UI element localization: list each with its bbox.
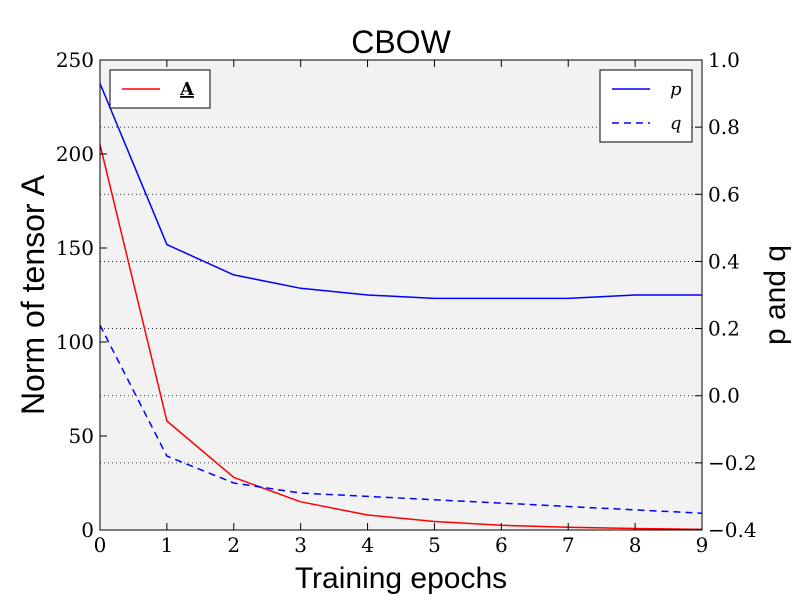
x-tick-label: 6 (495, 533, 508, 557)
y-left-tick-label: 250 (56, 48, 94, 72)
ticks-layer: 0 1 2 3 4 5 6 7 8 9 0 50 100 150 200 250 −0.4 −0.2 0.0 0.2 0… (56, 48, 757, 557)
legend-right-box (599, 69, 693, 143)
series-layer (99, 83, 703, 531)
y-right-tick-label: 0.4 (708, 249, 740, 273)
y-left-tick-label: 0 (81, 518, 94, 542)
chart-title: CBOW (351, 24, 451, 60)
y-right-tick-label: 0.8 (708, 115, 740, 139)
y-axis-right-label: p and q (759, 245, 792, 345)
x-axis-label: Training epochs (295, 562, 507, 595)
y-right-tick-label: 0.6 (708, 182, 740, 206)
grid-lines (100, 126, 702, 464)
legend-label-p: p (670, 79, 682, 100)
legend-label-q: q (670, 113, 682, 134)
x-tick-label: 3 (294, 533, 307, 557)
series-line-q (99, 324, 703, 514)
y-left-tick-label: 150 (56, 236, 94, 260)
y-right-tick-label: −0.2 (708, 451, 757, 475)
legend-left: A (109, 69, 211, 109)
x-tick-label: 7 (562, 533, 575, 557)
x-tick-label: 5 (428, 533, 441, 557)
y-right-tick-label: 1.0 (708, 48, 740, 72)
x-tick-label: 0 (94, 533, 107, 557)
x-tick-label: 1 (161, 533, 174, 557)
y-left-tick-label: 100 (56, 330, 94, 354)
series-line-a (99, 144, 703, 531)
x-tick-label: 8 (629, 533, 642, 557)
series-line-p (99, 83, 702, 300)
y-right-tick-label: 0.2 (708, 317, 740, 341)
plot-frame (99, 59, 703, 531)
y-right-tick-label: −0.4 (708, 518, 757, 542)
legend-label-a: A (179, 79, 195, 100)
x-tick-label: 4 (361, 533, 374, 557)
x-tick-label: 9 (696, 533, 709, 557)
x-tick-label: 2 (227, 533, 240, 557)
legend-right: p q (599, 69, 693, 143)
y-left-tick-label: 200 (56, 142, 94, 166)
y-right-tick-label: 0.0 (708, 384, 740, 408)
y-left-tick-label: 50 (69, 424, 94, 448)
y-axis-left-label: Norm of tensor A (15, 174, 51, 415)
